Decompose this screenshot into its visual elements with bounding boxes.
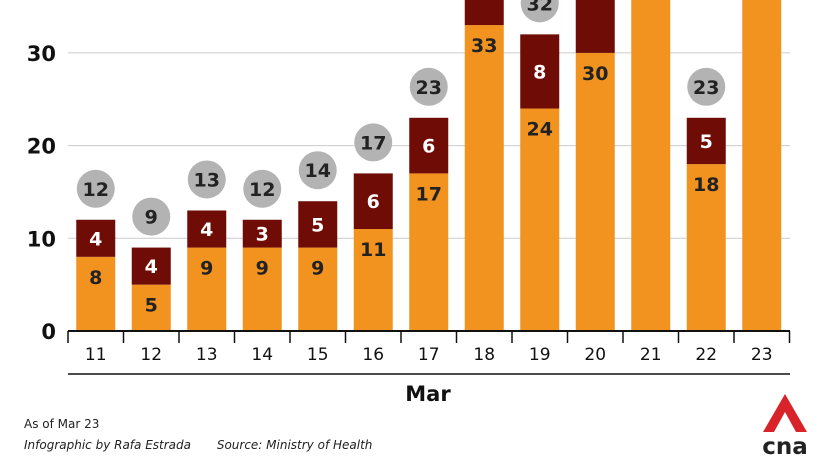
total-value-label: 9 xyxy=(145,207,158,229)
bar-segment-top xyxy=(353,173,393,230)
axes: 0 10 20 30 11 12 13 14 15 16 17 18 19 20 21 22 23 xyxy=(27,42,791,375)
bars xyxy=(76,0,782,332)
x-tick-label: 13 xyxy=(196,345,218,365)
total-value-label: 13 xyxy=(194,169,220,191)
top-value-label: 6 xyxy=(367,191,380,213)
x-tick-label: 19 xyxy=(529,345,551,365)
x-tick-label: 18 xyxy=(473,345,495,365)
bar-segment-base xyxy=(187,247,227,331)
x-tick-label: 21 xyxy=(640,345,662,365)
total-badge xyxy=(520,0,559,23)
y-tick-label: 20 xyxy=(27,135,56,159)
infographic-credit: Infographic by Rafa Estrada xyxy=(24,438,191,452)
bar-segment-base xyxy=(575,52,615,332)
cna-logo-mark xyxy=(763,394,807,432)
x-tick-label: 20 xyxy=(584,345,606,365)
bar-segment-base xyxy=(76,256,116,331)
y-tick-label: 10 xyxy=(27,227,56,251)
x-axis-label: Mar xyxy=(405,382,451,406)
cna-logo-text: cna xyxy=(762,434,808,458)
top-value-label: 8 xyxy=(533,61,546,83)
top-value-label: 5 xyxy=(311,214,324,236)
total-value-label: 12 xyxy=(249,179,275,201)
x-tick-label: 23 xyxy=(751,345,773,365)
credits: Infographic by Rafa Estrada Source: Mini… xyxy=(24,438,372,452)
total-badge xyxy=(687,67,726,106)
total-badge xyxy=(243,169,282,208)
bar-segment-top xyxy=(131,247,171,285)
top-value-label: 5 xyxy=(700,131,713,153)
base-value-label: 24 xyxy=(527,119,553,141)
bar-segment-top xyxy=(464,0,504,26)
x-tick-label: 15 xyxy=(307,345,329,365)
base-value-label: 9 xyxy=(256,258,269,280)
base-value-label: 33 xyxy=(471,35,497,57)
y-tick-label: 0 xyxy=(41,320,56,344)
total-value-label: 32 xyxy=(527,0,553,15)
bar-segment-base xyxy=(686,164,726,331)
bar-segment-base xyxy=(520,108,560,332)
x-tick-label: 17 xyxy=(418,345,440,365)
bar-segment-base xyxy=(631,0,671,331)
bar-segment-top xyxy=(575,0,615,53)
total-value-label: 12 xyxy=(83,179,109,201)
total-badge xyxy=(187,160,226,199)
top-value-label: 4 xyxy=(89,228,102,250)
bar-segment-base xyxy=(353,229,393,331)
bar-segment-base xyxy=(742,0,782,331)
total-value-label: 14 xyxy=(305,160,331,182)
cna-logo-icon: cna xyxy=(762,394,808,458)
total-badge xyxy=(409,67,448,106)
bar-segment-base xyxy=(464,25,504,332)
base-value-label: 5 xyxy=(145,295,158,317)
source-credit: Source: Ministry of Health xyxy=(216,438,373,452)
x-tick-label: 11 xyxy=(85,345,107,365)
total-badge xyxy=(132,197,171,236)
total-badge xyxy=(76,169,115,208)
total-value-label: 23 xyxy=(416,77,442,99)
bar-segment-top xyxy=(409,117,449,174)
bar-segment-base xyxy=(131,284,171,331)
total-badge xyxy=(354,123,393,162)
base-value-label: 8 xyxy=(89,267,102,289)
bar-segment-top xyxy=(242,219,282,248)
top-value-label: 3 xyxy=(256,224,269,246)
base-value-label: 17 xyxy=(416,183,442,205)
bar-segment-top xyxy=(520,34,560,109)
bar-segment-top xyxy=(76,219,116,257)
bar-segment-top xyxy=(298,201,338,248)
x-tick-label: 12 xyxy=(140,345,162,365)
total-badge xyxy=(298,151,337,190)
x-tick-label: 14 xyxy=(251,345,273,365)
total-value-label: 23 xyxy=(693,77,719,99)
total-value-label: 17 xyxy=(360,132,386,154)
top-value-label: 4 xyxy=(200,219,213,241)
base-value-label: 18 xyxy=(693,174,719,196)
base-value-label: 11 xyxy=(360,239,386,261)
bar-segment-base xyxy=(409,173,449,331)
as-of-note: As of Mar 23 xyxy=(24,417,100,431)
top-value-label: 4 xyxy=(145,256,158,278)
y-tick-label: 30 xyxy=(27,42,56,66)
bar-segment-top xyxy=(686,117,726,165)
base-value-label: 9 xyxy=(311,258,324,280)
x-tick-label: 22 xyxy=(695,345,717,365)
top-value-label: 6 xyxy=(422,136,435,158)
bar-segment-top xyxy=(187,210,227,248)
bar-segment-base xyxy=(242,247,282,331)
base-value-label: 30 xyxy=(582,63,608,85)
bar-labels: 8 4 12 5 4 9 9 4 13 9 3 12 9 5 14 11 6 17 17 6 23 33 24 8 32 30 18… xyxy=(76,0,726,317)
bar-segment-base xyxy=(298,247,338,331)
base-value-label: 9 xyxy=(200,258,213,280)
x-tick-label: 16 xyxy=(362,345,384,365)
